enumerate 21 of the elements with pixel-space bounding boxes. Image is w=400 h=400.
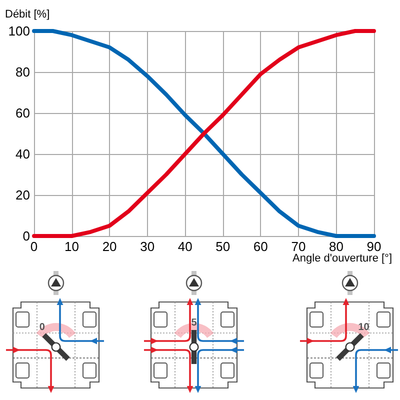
x-tick-label: 50 — [216, 239, 230, 254]
y-tick-label: 60 — [16, 106, 30, 120]
y-tick-label: 40 — [16, 146, 30, 162]
x-tick-label: 60 — [253, 239, 268, 254]
text: 0 — [39, 322, 46, 333]
x-tick-label: 70 — [291, 239, 306, 254]
x-tick-label: 20 — [102, 239, 117, 254]
text: 5 — [191, 318, 198, 328]
y-tick-label: 100 — [8, 24, 30, 38]
line-series — [32, 29, 376, 238]
y-tick-label: 80 — [16, 64, 30, 80]
text: 10 — [358, 322, 370, 333]
y-axis-title: Débit [%] — [5, 8, 50, 20]
y-tick-label: 0 — [22, 228, 30, 244]
x-tick-label: 30 — [140, 239, 155, 254]
x-tick-label: 10 — [64, 239, 80, 254]
x-tick-label: 40 — [178, 239, 192, 254]
x-tick-label: 90 — [366, 239, 382, 254]
x-tick-label: 80 — [328, 239, 344, 254]
x-axis-title: Angle d'ouverture [°] — [292, 252, 392, 264]
y-tick-label: 20 — [16, 188, 30, 202]
